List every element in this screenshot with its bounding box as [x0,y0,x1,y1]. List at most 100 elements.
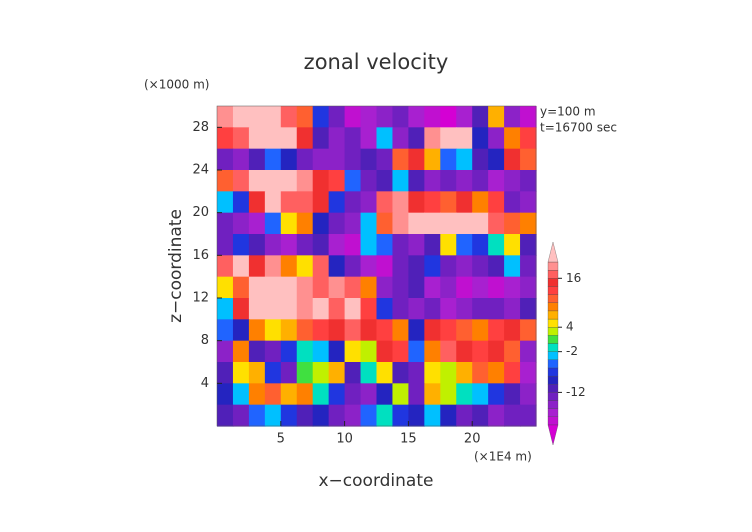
colorbar-tick-label: -12 [566,385,586,399]
cell [488,276,505,299]
cell [312,127,330,150]
cell [504,404,521,427]
cell [296,298,314,320]
cell [360,298,378,320]
colorbar-extend-low [547,424,559,446]
cell [520,404,537,427]
cell [280,255,298,278]
cell [440,298,457,320]
cell [328,276,346,299]
cell [408,276,425,299]
cell [520,319,537,342]
y-unit: (×1000 m) [144,78,209,92]
cell [280,404,298,427]
cell [520,191,537,214]
cell [312,298,330,320]
cell [217,148,234,171]
cell [408,106,425,128]
cell [472,170,489,192]
cell [232,212,250,235]
cell [376,191,394,214]
cell [360,362,378,384]
cell [488,212,505,235]
cell [440,234,457,256]
cell [232,106,250,128]
cell [328,340,346,363]
cell [376,106,394,128]
cell [520,383,537,406]
colorbar-bin [547,294,559,303]
colorbar-bin [547,375,559,385]
cell [408,383,425,406]
cell [344,212,362,235]
cell [312,170,330,192]
cell [217,298,234,320]
cell [264,319,282,342]
annotation: t=16700 sec [540,121,617,135]
colorbar-bin [547,416,559,426]
cell [264,340,282,363]
cell [248,276,266,299]
colorbar-bin [547,302,559,312]
cell [360,276,378,299]
y-tick-label: 12 [192,291,209,306]
cell [408,212,425,235]
cell [232,255,250,278]
cell [296,148,314,171]
cell [392,212,409,235]
cell [217,404,234,427]
cell [488,170,505,192]
cell [312,255,330,278]
cell [408,404,425,427]
cell [408,191,425,214]
cell [488,255,505,278]
colorbar-bin [547,384,559,393]
cell [296,106,314,128]
cell [456,383,473,406]
cell [424,298,441,320]
colorbar-bin [547,310,559,320]
cell [232,170,250,192]
cell [328,170,346,192]
cell [360,212,378,235]
cell [456,170,473,192]
cell [424,170,441,192]
cell [392,191,409,214]
cell [504,298,521,320]
cell [440,255,457,278]
cell [296,404,314,427]
colorbar-bin [547,359,559,369]
cell [264,383,282,406]
cell [248,127,266,150]
cell [440,383,457,406]
cell [392,106,409,128]
cell [504,383,521,406]
cell [456,255,473,278]
cell [424,340,441,363]
cell [360,255,378,278]
cell [472,319,489,342]
cell [376,255,394,278]
cell [248,170,266,192]
cell [424,234,441,256]
cell [440,191,457,214]
cell [264,255,282,278]
cell [328,234,346,256]
cell [472,148,489,171]
cell [328,404,346,427]
cell [504,340,521,363]
cell [392,298,409,320]
cell [488,319,505,342]
cell [312,319,330,342]
x-tick-label: 5 [277,432,285,447]
y-tick-label: 28 [192,120,209,135]
cell [296,170,314,192]
cell [217,212,234,235]
cell [440,340,457,363]
cell [217,234,234,256]
cell [344,148,362,171]
cell [520,170,537,192]
cell [456,340,473,363]
cell [440,127,457,150]
cell [520,234,537,256]
